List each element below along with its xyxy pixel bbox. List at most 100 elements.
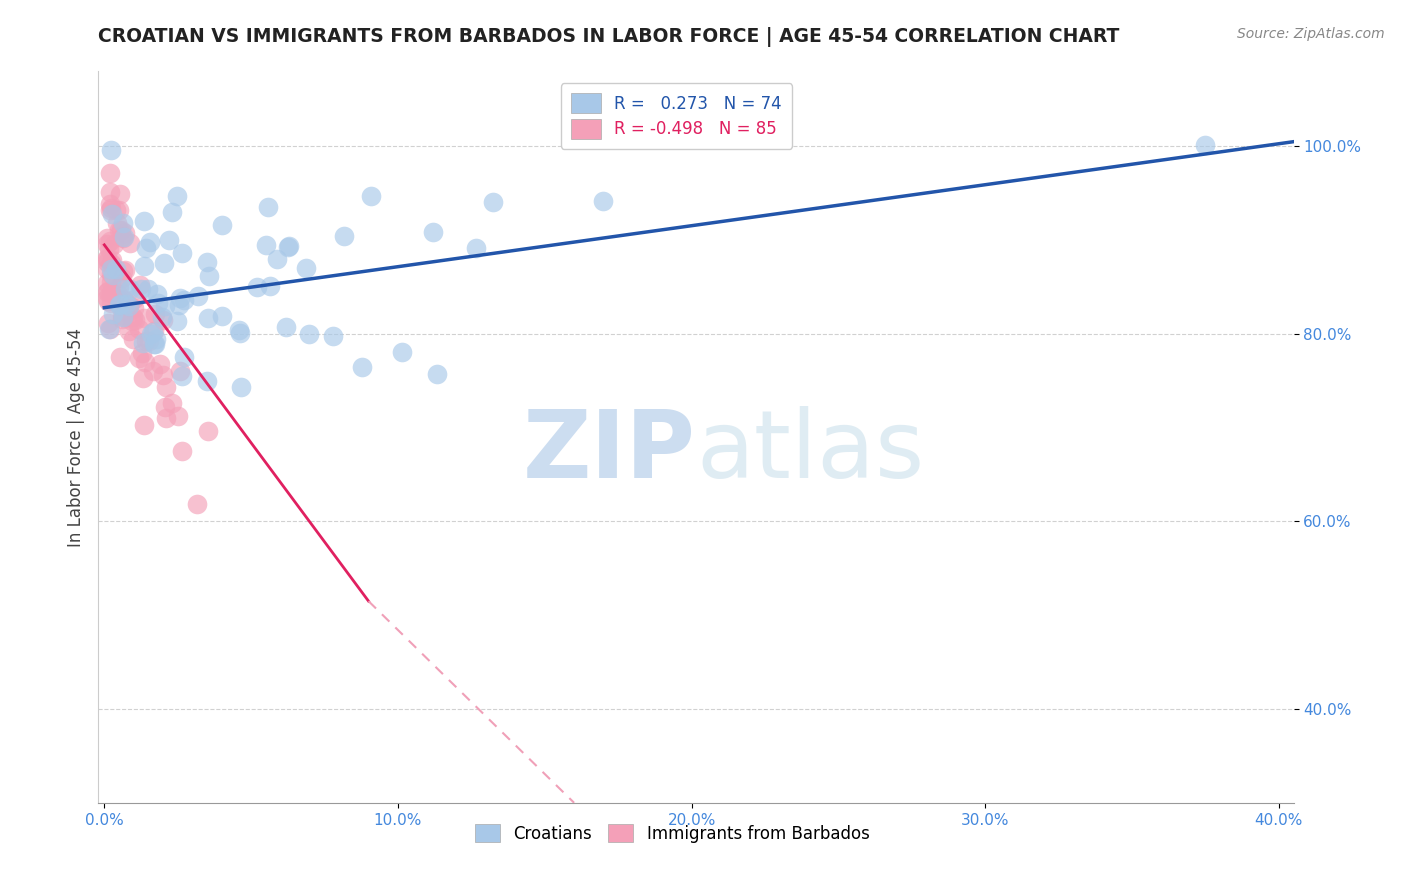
- Point: [229, 326, 252, 340]
- Point: [97, 294, 120, 309]
- Point: [295, 261, 318, 276]
- Point: [172, 369, 194, 384]
- Point: [426, 367, 449, 381]
- Point: [277, 240, 299, 254]
- Point: [111, 230, 134, 244]
- Point: [97, 316, 120, 330]
- Point: [112, 230, 135, 244]
- Point: [166, 189, 188, 203]
- Point: [96, 292, 118, 306]
- Point: [138, 334, 160, 348]
- Point: [112, 303, 135, 318]
- Point: [152, 313, 174, 327]
- Point: [132, 370, 155, 384]
- Point: [132, 418, 155, 433]
- Text: ZIP: ZIP: [523, 406, 696, 498]
- Point: [98, 322, 121, 336]
- Point: [173, 293, 195, 307]
- Point: [108, 298, 131, 312]
- Point: [131, 346, 153, 360]
- Point: [197, 310, 219, 325]
- Point: [145, 332, 167, 346]
- Legend: Croatians, Immigrants from Barbados: Croatians, Immigrants from Barbados: [468, 818, 876, 849]
- Point: [229, 380, 252, 394]
- Point: [118, 282, 141, 296]
- Point: [149, 357, 172, 371]
- Point: [139, 235, 162, 249]
- Point: [103, 307, 125, 321]
- Text: CROATIAN VS IMMIGRANTS FROM BARBADOS IN LABOR FORCE | AGE 45-54 CORRELATION CHAR: CROATIAN VS IMMIGRANTS FROM BARBADOS IN …: [98, 27, 1119, 46]
- Point: [332, 228, 354, 243]
- Point: [111, 270, 134, 285]
- Point: [142, 364, 165, 378]
- Point: [1194, 137, 1216, 152]
- Point: [101, 268, 124, 282]
- Point: [107, 292, 129, 306]
- Point: [150, 310, 173, 324]
- Point: [166, 313, 188, 327]
- Point: [121, 310, 143, 325]
- Point: [96, 285, 118, 300]
- Point: [103, 237, 125, 252]
- Point: [135, 334, 157, 348]
- Point: [114, 263, 136, 277]
- Point: [143, 336, 166, 351]
- Point: [266, 252, 288, 266]
- Point: [134, 214, 156, 228]
- Point: [114, 226, 136, 240]
- Point: [146, 295, 169, 310]
- Point: [108, 280, 131, 294]
- Point: [97, 242, 120, 256]
- Point: [211, 218, 233, 232]
- Point: [128, 351, 150, 366]
- Point: [112, 310, 135, 325]
- Point: [100, 201, 122, 215]
- Point: [155, 411, 177, 425]
- Point: [129, 282, 152, 296]
- Point: [100, 285, 122, 300]
- Point: [245, 279, 267, 293]
- Point: [142, 325, 165, 339]
- Point: [96, 252, 118, 266]
- Point: [100, 267, 122, 281]
- Point: [112, 264, 135, 278]
- Point: [117, 324, 139, 338]
- Point: [100, 144, 122, 158]
- Point: [114, 282, 136, 296]
- Point: [121, 314, 143, 328]
- Point: [169, 364, 191, 378]
- Point: [482, 195, 505, 210]
- Point: [278, 239, 301, 253]
- Point: [464, 241, 486, 255]
- Point: [169, 291, 191, 305]
- Point: [96, 261, 118, 276]
- Point: [100, 185, 122, 199]
- Point: [155, 380, 177, 394]
- Point: [98, 322, 121, 336]
- Text: atlas: atlas: [696, 406, 924, 498]
- Point: [112, 293, 135, 308]
- Point: [107, 287, 129, 301]
- Point: [198, 268, 221, 283]
- Point: [197, 425, 219, 439]
- Point: [153, 299, 176, 313]
- Point: [96, 231, 118, 245]
- Point: [108, 350, 131, 364]
- Point: [118, 299, 141, 313]
- Point: [100, 261, 122, 276]
- Point: [157, 233, 180, 247]
- Point: [100, 166, 122, 180]
- Point: [121, 332, 143, 346]
- Point: [111, 216, 134, 230]
- Point: [115, 297, 138, 311]
- Point: [105, 216, 128, 230]
- Point: [105, 262, 128, 277]
- Point: [100, 196, 122, 211]
- Point: [108, 297, 131, 311]
- Point: [172, 443, 194, 458]
- Point: [228, 323, 250, 337]
- Point: [391, 345, 413, 359]
- Point: [195, 374, 218, 388]
- Point: [96, 251, 118, 265]
- Point: [145, 287, 167, 301]
